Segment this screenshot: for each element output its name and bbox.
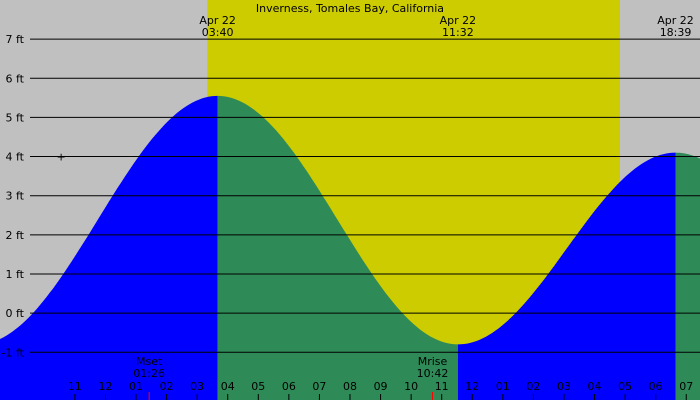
x-tick-label: 08 — [343, 380, 357, 393]
extreme-time-label: 03:40 — [202, 26, 234, 39]
y-tick-labels: 7 ft 6 ft 5 ft 4 ft 3 ft 2 ft 1 ft 0 ft -1 ft — [2, 33, 25, 359]
x-tick-label: 11 — [435, 380, 449, 393]
x-tick-label: 05 — [618, 380, 632, 393]
x-tick-label: 02 — [160, 380, 174, 393]
extreme-date-label: Apr 22 — [199, 14, 236, 27]
chart-title: Inverness, Tomales Bay, California — [256, 2, 444, 15]
gridlines — [30, 38, 700, 353]
x-tick-label: 05 — [251, 380, 265, 393]
x-tick-label: 02 — [526, 380, 540, 393]
moon-event-label: Mrise — [418, 355, 448, 368]
y-tick-label: 1 ft — [6, 268, 25, 281]
x-tick-label: 11 — [68, 380, 82, 393]
x-tick-label: 04 — [221, 380, 235, 393]
extreme-time-label: 11:32 — [442, 26, 474, 39]
falling-tide-area — [217, 95, 458, 400]
x-tick-label: 03 — [190, 380, 204, 393]
x-tick-label: 07 — [312, 380, 326, 393]
rising-tide-area — [0, 95, 218, 400]
y-tick-label: 0 ft — [6, 307, 25, 320]
y-tick-label: 6 ft — [6, 72, 25, 85]
extreme-time-label: 18:39 — [660, 26, 692, 39]
y-tick-label: -1 ft — [2, 346, 25, 359]
x-tick-label: 12 — [465, 380, 479, 393]
moon-event-time: 01:26 — [133, 367, 165, 380]
y-tick-label: 2 ft — [6, 229, 25, 242]
x-tick-label: 04 — [588, 380, 602, 393]
x-tick-label: 07 — [679, 380, 693, 393]
y-tick-label: 4 ft — [6, 151, 25, 164]
tide-areas — [0, 95, 700, 400]
rising-tide-area — [457, 152, 676, 400]
x-tick-label: 01 — [129, 380, 143, 393]
moon-event-label: Mset — [136, 355, 163, 368]
x-tick-label: 01 — [496, 380, 510, 393]
x-tick-label: 09 — [374, 380, 388, 393]
extreme-date-label: Apr 22 — [440, 14, 477, 27]
y-tick-label: 7 ft — [6, 33, 25, 46]
level-marker: + — [57, 151, 66, 164]
x-tick-labels: 11 12 01 02 03 04 05 06 07 08 09 10 11 12 01 02 03 04 05 06… — [68, 380, 693, 400]
y-tick-label: 5 ft — [6, 111, 25, 124]
extreme-date-label: Apr 22 — [657, 14, 694, 27]
x-tick-label: 12 — [98, 380, 112, 393]
moon-event-time: 10:42 — [417, 367, 449, 380]
y-tick-label: 3 ft — [6, 190, 25, 203]
x-tick-label: 06 — [649, 380, 663, 393]
falling-tide-area — [675, 152, 700, 400]
level-marker-layer: + — [57, 151, 66, 164]
x-tick-label: 03 — [557, 380, 571, 393]
x-tick-label: 10 — [404, 380, 418, 393]
x-tick-label: 06 — [282, 380, 296, 393]
